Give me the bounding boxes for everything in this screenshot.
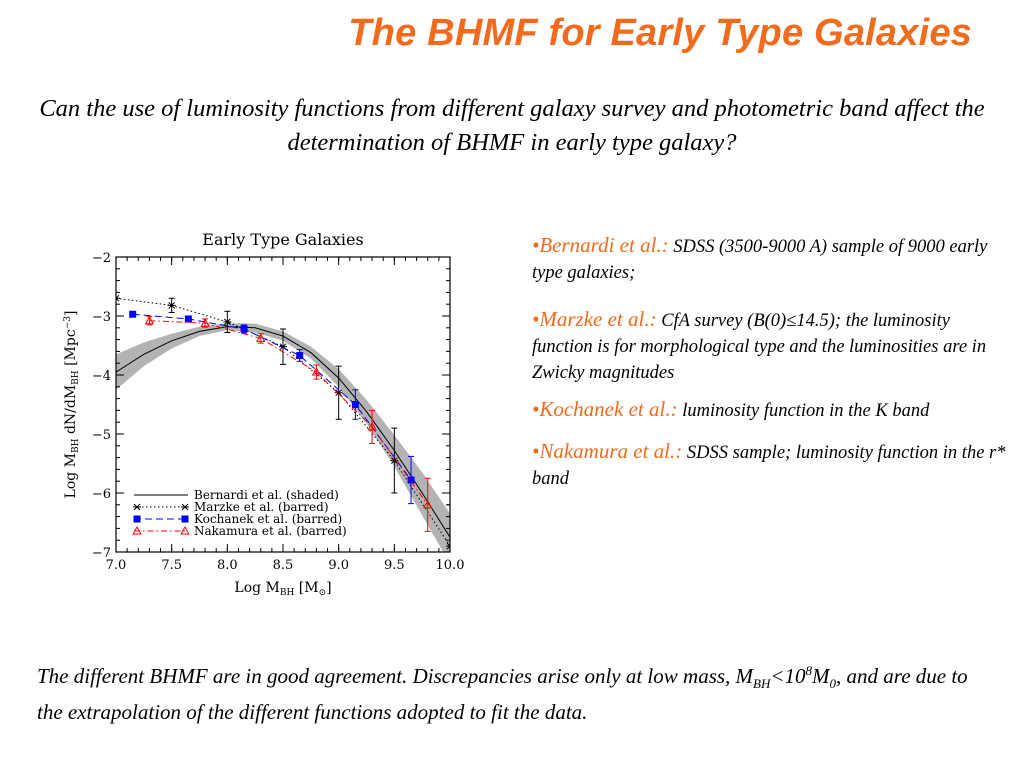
chart-legend: Bernardi et al. (shaded)Marzke et al. (b… — [132, 488, 347, 538]
bernardi-shaded-band — [116, 323, 450, 552]
y-tick-label: −4 — [92, 369, 111, 384]
x-tick-label: 8.0 — [217, 558, 238, 573]
x-tick-label: 9.5 — [384, 558, 405, 573]
reference-bullet: • — [532, 397, 540, 421]
nakamura-point — [367, 421, 377, 431]
reference-name: Marzke et al.: — [539, 307, 657, 331]
slide-title: The BHMF for Early Type Galaxies — [348, 12, 972, 54]
label-part: dN/dM — [63, 385, 79, 439]
reference-bullet: • — [532, 233, 540, 257]
reference-text: SDSS sample; luminosity function in the … — [532, 443, 1006, 489]
x-tick-label: 10.0 — [436, 558, 465, 573]
reference-list: •Bernardi et al.: SDSS (3500-9000 A) sam… — [532, 232, 1012, 512]
conclusion-sub: 0 — [829, 676, 837, 692]
reference-kochanek: •Kochanek et al.: luminosity function in… — [532, 396, 1012, 424]
nakamura-point — [423, 499, 433, 509]
x-tick-label: 9.0 — [328, 558, 349, 573]
kochanek-legend-label: Kochanek et al. (barred) — [194, 512, 342, 526]
marzke-legend-label: Marzke et al. (barred) — [194, 500, 329, 514]
y-tick-label: −6 — [92, 487, 111, 502]
reference-name: Bernardi et al.: — [539, 233, 669, 257]
kochanek-line — [132, 313, 412, 481]
reference-marzke: •Marzke et al.: CfA survey (B(0)≤14.5); … — [532, 306, 1012, 386]
label-part: Log M — [234, 580, 279, 596]
label-part: BH — [280, 588, 295, 598]
conclusion-sup: 8 — [805, 663, 813, 678]
x-tick-label: 7.0 — [106, 558, 127, 573]
kochanek-point — [351, 401, 359, 408]
x-tick-label: 7.5 — [161, 558, 182, 573]
conclusion-part: <10 — [770, 664, 806, 688]
label-part: ⊙ — [319, 588, 327, 598]
marzke-point — [446, 542, 450, 550]
label-part: BH — [71, 370, 81, 385]
marzke-point — [223, 318, 232, 326]
nakamura-point — [311, 367, 322, 376]
x-axis-label: Log MBH [M⊙] — [234, 580, 331, 598]
chart-title: Early Type Galaxies — [202, 230, 363, 249]
bernardi-legend-label: Bernardi et al. (shaded) — [194, 488, 339, 502]
chart-svg: Early Type Galaxies 7.0 7.5 8.0 8.5 9.0 9.5 10.… — [63, 230, 465, 598]
marzke-point — [167, 302, 176, 309]
kochanek-point — [407, 476, 415, 484]
y-axis-label: Log MBH dN/dMBH [Mpc−3] — [63, 311, 81, 499]
label-part: [Mpc — [63, 329, 79, 370]
reference-text: CfA survey (B(0)≤14.5); the luminosity f… — [532, 311, 987, 383]
label-part: [M — [294, 580, 318, 596]
reference-text: SDSS (3500-9000 A) sample of 9000 early … — [532, 237, 988, 283]
research-question: Can the use of luminosity functions from… — [39, 95, 985, 156]
plot-area — [116, 294, 450, 552]
nakamura-legend-label: Nakamura et al. (barred) — [194, 524, 347, 538]
nakamura-point — [200, 318, 210, 327]
label-part: ] — [326, 580, 331, 596]
reference-bullet: • — [532, 307, 540, 331]
label-part: Log M — [63, 453, 79, 498]
marzke-legend-marker — [181, 503, 189, 511]
nakamura-line — [149, 320, 429, 506]
kochanek-point — [184, 315, 192, 323]
bhmf-chart: Early Type Galaxies 7.0 7.5 8.0 8.5 9.0 9.5 10.… — [58, 222, 478, 608]
reference-bernardi: •Bernardi et al.: SDSS (3500-9000 A) sam… — [532, 232, 1012, 286]
reference-name: Kochanek et al.: — [539, 397, 678, 421]
conclusion-text: The different BHMF are in good agreement… — [37, 656, 997, 727]
marzke-legend-marker — [133, 503, 141, 511]
kochanek-legend-marker — [181, 515, 189, 523]
kochanek-legend-marker — [133, 515, 141, 523]
label-part: −3 — [63, 316, 73, 330]
label-part: BH — [71, 438, 81, 453]
marzke-point — [390, 457, 399, 464]
y-tick-label: −7 — [92, 546, 111, 561]
conclusion-part: The different BHMF are in good agreement… — [37, 664, 754, 688]
y-tick-label: −3 — [92, 310, 111, 325]
conclusion-part: M — [812, 664, 830, 688]
nakamura-legend-marker — [132, 525, 142, 535]
nakamura-legend-marker — [180, 525, 190, 535]
kochanek-point — [240, 325, 248, 333]
x-tick-label: 8.5 — [273, 558, 294, 573]
kochanek-point — [296, 352, 304, 360]
reference-bullet: • — [532, 439, 540, 463]
nakamura-point — [256, 333, 266, 342]
label-part: ] — [63, 311, 79, 316]
kochanek-point — [129, 310, 137, 318]
reference-name: Nakamura et al.: — [539, 439, 683, 463]
nakamura-point — [144, 315, 155, 325]
marzke-point — [334, 389, 343, 397]
reference-text: luminosity function in the K band — [677, 401, 930, 421]
reference-nakamura: •Nakamura et al.: SDSS sample; luminosit… — [532, 438, 1012, 492]
marzke-point — [116, 294, 120, 302]
conclusion-part: , and are due to the extrapolation of th… — [37, 664, 968, 725]
y-tick-label: −2 — [92, 251, 111, 266]
conclusion-sub: BH — [753, 676, 771, 692]
y-tick-label: −5 — [92, 428, 111, 443]
